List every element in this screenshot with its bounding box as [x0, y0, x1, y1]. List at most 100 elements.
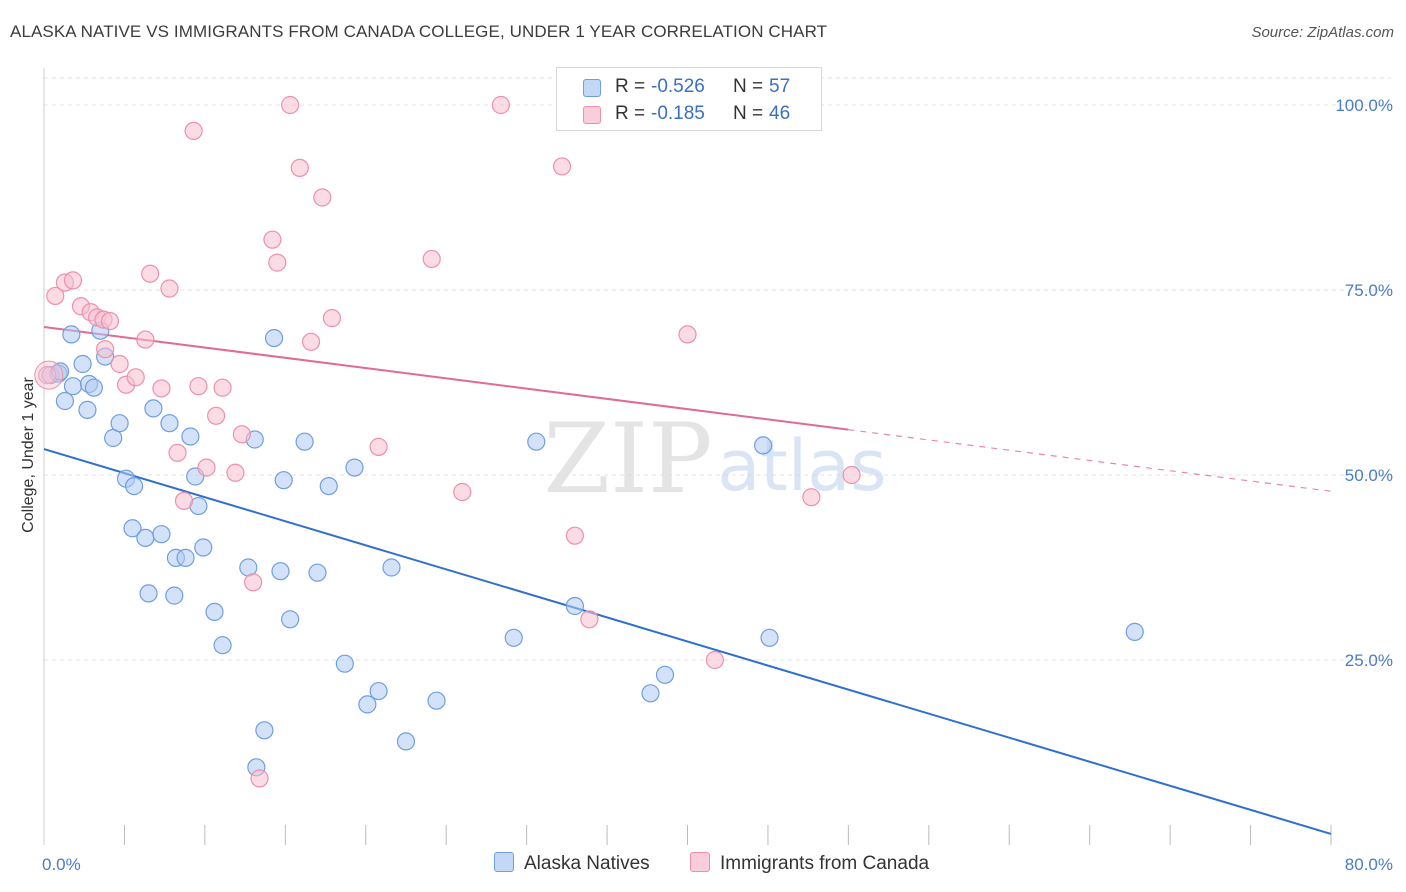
data-point-pink	[141, 264, 160, 283]
data-point-blue	[754, 436, 773, 455]
bottom-legend-immigrants-canada: Immigrants from Canada	[690, 852, 929, 875]
watermark-zip: ZIP	[543, 403, 712, 515]
legend-n-value: 57	[769, 76, 791, 97]
legend-swatch-pink	[583, 106, 601, 124]
data-point-blue	[295, 432, 314, 451]
data-point-pink	[100, 311, 120, 331]
data-point-pink	[232, 425, 251, 444]
data-point-blue	[1125, 622, 1144, 641]
data-point-pink	[301, 332, 321, 351]
data-point-blue	[264, 329, 284, 348]
y-axis-label: College, Under 1 year	[20, 377, 37, 533]
legend-n-value: 46	[769, 103, 791, 124]
data-point-blue	[55, 391, 75, 411]
data-point-blue	[319, 477, 338, 496]
legend-r-label: R =	[615, 103, 646, 124]
data-point-pink	[422, 249, 441, 269]
data-point-blue	[110, 414, 129, 433]
data-point-blue	[527, 432, 546, 451]
data-point-blue	[308, 563, 327, 582]
data-point-blue	[123, 519, 142, 538]
bottom-legend-swatch-blue	[494, 852, 514, 872]
data-point-blue	[160, 414, 179, 433]
data-point-blue	[281, 610, 300, 629]
data-point-blue	[63, 377, 83, 396]
trend-line-blue	[43, 448, 1332, 835]
data-point-pink	[491, 95, 510, 115]
data-point-pink	[552, 157, 572, 176]
data-point-pink	[802, 488, 821, 507]
data-point-pink	[96, 340, 115, 359]
data-point-blue	[255, 721, 274, 740]
data-point-blue	[213, 636, 232, 655]
data-point-pink	[268, 253, 287, 272]
data-point-blue	[427, 691, 446, 710]
bottom-legend-alaska-natives: Alaska Natives	[494, 852, 650, 875]
data-point-pink	[38, 366, 57, 385]
data-point-pink	[207, 406, 226, 425]
x-tick-label: 80.0%	[1345, 855, 1393, 874]
bottom-legend-swatch-pink	[690, 852, 710, 872]
data-point-blue	[760, 628, 779, 647]
data-point-blue	[124, 477, 144, 496]
data-point-blue	[139, 584, 158, 603]
bottom-legend-label: Alaska Natives	[524, 853, 650, 874]
data-point-blue	[396, 732, 416, 751]
data-point-blue	[274, 471, 293, 490]
data-point-blue	[194, 538, 213, 557]
watermark-atlas: atlas	[717, 425, 886, 507]
data-point-pink	[678, 325, 697, 344]
data-point-pink	[322, 309, 342, 328]
data-point-pink	[453, 482, 472, 502]
data-point-blue	[382, 558, 401, 577]
data-point-blue	[165, 586, 184, 605]
legend-r-value: -0.185	[651, 103, 705, 124]
data-point-pink	[290, 158, 309, 177]
trend-layer	[43, 326, 1332, 835]
correlation-legend: R = -0.526 N = 57 R = -0.185 N = 46	[556, 67, 822, 131]
data-point-blue	[176, 548, 195, 567]
data-point-cluster	[34, 360, 64, 390]
watermark: ZIP atlas	[543, 403, 886, 515]
y-tick-label: 75.0%	[1345, 281, 1393, 300]
data-point-pink	[189, 377, 208, 396]
trend-line-dashed-pink	[848, 429, 1332, 492]
points-layer	[34, 95, 1144, 788]
data-point-pink	[281, 95, 300, 115]
legend-swatch-blue	[583, 79, 601, 97]
data-point-pink	[213, 378, 232, 397]
data-point-pink	[705, 650, 724, 670]
data-point-pink	[184, 121, 203, 140]
data-point-pink	[580, 610, 599, 629]
data-point-blue	[78, 400, 97, 419]
data-point-pink	[250, 769, 269, 788]
data-point-pink	[226, 463, 245, 482]
data-point-blue	[345, 458, 364, 477]
data-point-pink	[174, 491, 194, 510]
data-point-blue	[84, 378, 103, 397]
data-point-pink	[197, 458, 216, 477]
y-tick-label: 25.0%	[1345, 651, 1393, 670]
data-point-pink	[136, 330, 155, 349]
data-point-blue	[504, 628, 523, 647]
data-point-blue	[369, 681, 388, 701]
data-point-blue	[358, 695, 377, 714]
data-point-pink	[46, 286, 65, 306]
data-point-pink	[369, 437, 388, 456]
data-point-blue	[136, 528, 155, 548]
data-point-blue	[335, 654, 354, 673]
data-point-blue	[152, 525, 171, 544]
data-point-pink	[160, 279, 179, 298]
x-tick-label: 0.0%	[42, 855, 81, 874]
data-point-blue	[271, 562, 290, 581]
data-point-pink	[565, 526, 584, 545]
data-point-blue	[641, 684, 660, 703]
data-point-pink	[263, 230, 282, 249]
data-point-blue	[205, 602, 224, 622]
legend-row-alaska-natives: R = -0.526 N = 57	[557, 74, 821, 100]
data-point-blue	[565, 596, 584, 616]
data-point-pink	[842, 465, 861, 485]
legend-n-label: N =	[733, 103, 764, 124]
data-point-blue	[144, 399, 163, 418]
